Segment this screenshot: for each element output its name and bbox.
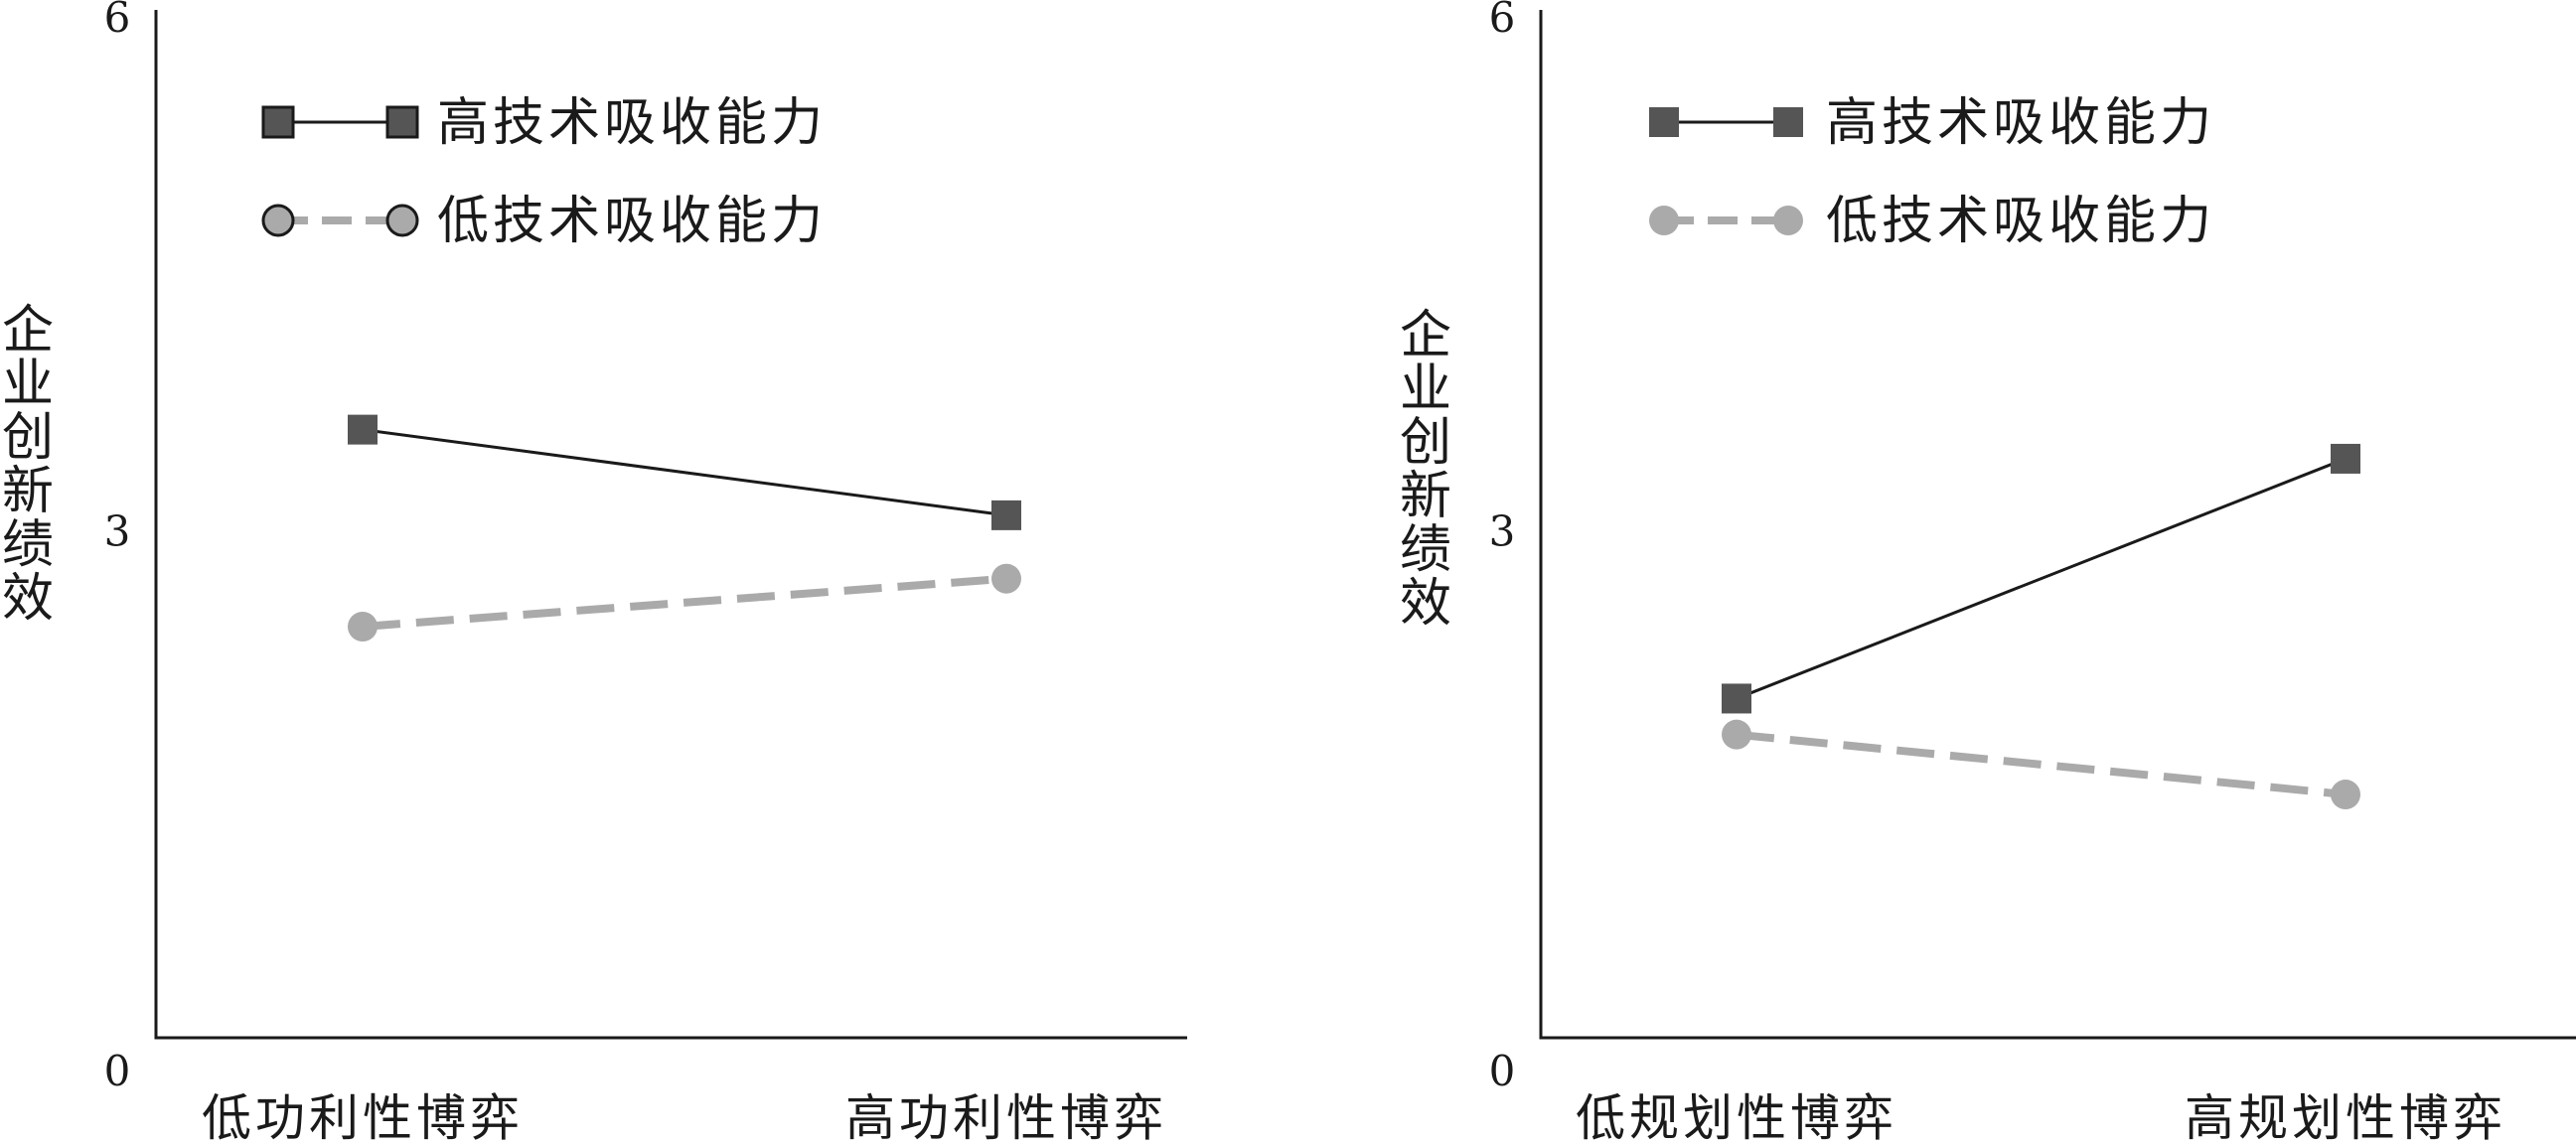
y-tick-label: 6: [1489, 0, 1516, 42]
legend-marker-swatch: [261, 204, 295, 237]
legend-entry-1: 低技术吸收能力: [1649, 192, 2215, 251]
x-category-label: 低功利性博弈: [202, 1089, 524, 1145]
series-line-1: [362, 574, 1007, 631]
data-point-marker: [991, 500, 1021, 530]
series-line-1: [1736, 730, 2347, 799]
y-tick-label: 0: [104, 1047, 131, 1095]
y-axis-label: 企业创新绩效: [1400, 306, 1451, 634]
y-tick-label: 3: [104, 507, 131, 556]
data-point-marker: [2331, 780, 2360, 810]
legend-marker-swatch: [261, 105, 295, 139]
data-point-marker: [348, 612, 378, 642]
axis-lines: [1539, 10, 2576, 1040]
legend-marker-swatch: [1773, 107, 1803, 137]
y-tick-label: 3: [1489, 507, 1516, 556]
x-category-label: 高功利性博弈: [845, 1089, 1167, 1145]
data-point-marker: [1722, 719, 1751, 750]
legend-marker-swatch: [385, 204, 419, 237]
legend-marker-swatch: [1773, 206, 1803, 235]
legend-label: 高技术吸收能力: [1826, 93, 2215, 153]
legend-marker-swatch: [385, 105, 419, 139]
legend-marker-swatch: [1649, 107, 1679, 137]
axis-lines: [154, 10, 1187, 1040]
legend-entry-0: 高技术吸收能力: [1649, 93, 2215, 153]
legend-label: 高技术吸收能力: [437, 93, 827, 153]
x-category-label: 低规划性博弈: [1576, 1089, 1897, 1145]
data-point-marker: [2331, 443, 2360, 474]
legend-entry-0: 高技术吸收能力: [261, 93, 827, 153]
legend-entry-1: 低技术吸收能力: [261, 192, 827, 251]
data-point-marker: [991, 563, 1021, 594]
legend-marker-swatch: [1649, 206, 1679, 235]
y-axis-label: 企业创新绩效: [2, 301, 54, 629]
y-tick-label: 6: [104, 0, 131, 42]
series-line-0: [362, 428, 1007, 517]
y-tick-label: 0: [1489, 1047, 1516, 1095]
data-point-marker: [348, 414, 378, 445]
legend-label: 低技术吸收能力: [1826, 192, 2215, 251]
series-line-0: [1736, 457, 2347, 700]
x-category-label: 高规划性博弈: [2185, 1089, 2506, 1145]
legend-label: 低技术吸收能力: [437, 192, 827, 251]
data-point-marker: [1722, 683, 1751, 714]
